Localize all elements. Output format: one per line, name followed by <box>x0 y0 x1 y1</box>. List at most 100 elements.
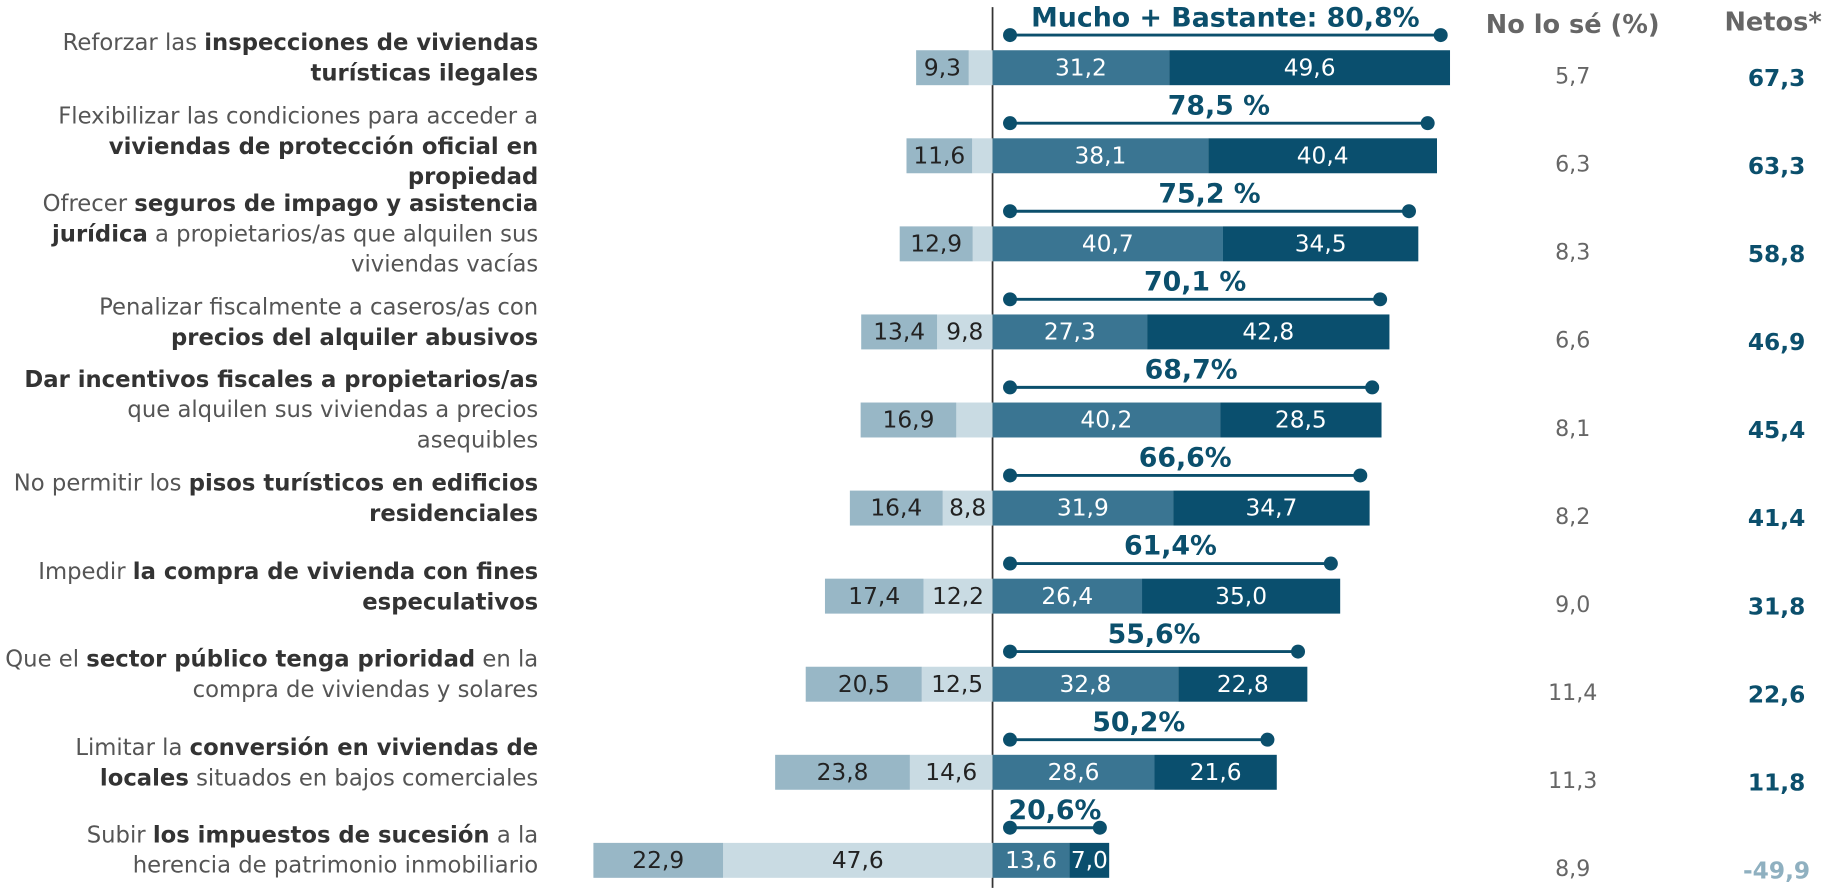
bar-label: 34,7 <box>1245 495 1297 522</box>
bar-segment <box>956 402 993 438</box>
row-label: Ofrecer seguros de impago y asistencia j… <box>0 182 539 287</box>
netos-value: 46,9 <box>1748 329 1805 356</box>
netos-value: 11,8 <box>1748 769 1805 796</box>
row-label-box: Reforzar las inspecciones de viviendas t… <box>63 29 539 87</box>
bar-label: 40,7 <box>1082 231 1134 258</box>
row-label-box: Impedir la compra de vivienda con fines … <box>38 557 539 615</box>
bar-segment <box>1069 842 1110 878</box>
column-header: Netos* <box>1724 7 1821 37</box>
row-label-box: Subir los impuestos de sucesión a la her… <box>87 822 538 879</box>
label-part: precios del alquiler abusivos <box>171 323 539 351</box>
bar-label: 21,6 <box>1190 759 1242 786</box>
no-lo-se-value: 8,1 <box>1555 416 1590 442</box>
no-lo-se-value: 8,2 <box>1555 504 1590 530</box>
total-label: 75,2 % <box>1158 178 1260 209</box>
total-label: 78,5 % <box>1168 90 1270 121</box>
no-lo-se-value: 11,3 <box>1548 768 1597 794</box>
bar-label: 23,8 <box>817 759 869 786</box>
bar-segment <box>723 842 993 878</box>
total-dot <box>1291 644 1306 659</box>
netos-value: 31,8 <box>1748 593 1805 620</box>
bar-segment <box>1208 138 1437 174</box>
label-part: viviendas de protección oficial en propi… <box>108 132 539 190</box>
bar-segment <box>921 666 993 702</box>
no-lo-se-value: 8,3 <box>1555 240 1590 266</box>
total-dot <box>1323 556 1338 571</box>
bar-label: 31,2 <box>1055 54 1107 81</box>
bar-label: 12,5 <box>931 671 983 698</box>
label-part: inspecciones de viviendas turísticas ile… <box>204 29 539 87</box>
total-dot <box>1353 468 1368 483</box>
bar-label: 13,6 <box>1005 847 1057 874</box>
netos-value: 63,3 <box>1748 153 1805 180</box>
row-label-box: Ofrecer seguros de impago y asistencia j… <box>0 182 539 287</box>
netos-value: -49,9 <box>1743 858 1810 885</box>
total-label: 66,6% <box>1139 443 1232 474</box>
no-lo-se-value: 9,0 <box>1555 592 1590 618</box>
column-header: No lo sé (%) <box>1486 10 1660 40</box>
label-part: la compra de vivienda con fines especula… <box>132 557 539 615</box>
total-dot <box>1420 116 1435 131</box>
bar-segment <box>992 402 1221 438</box>
label-part: No permitir los <box>13 469 189 497</box>
label-part: en la compra de viviendas y solares <box>192 645 539 703</box>
netos-value: 45,4 <box>1748 417 1805 444</box>
bar-segment <box>992 314 1148 350</box>
netos-value: 67,3 <box>1748 65 1805 92</box>
bar-segment <box>909 754 993 790</box>
row-label: No permitir los pisos turísticos en edif… <box>0 446 538 551</box>
bar-segment <box>1147 314 1390 350</box>
no-lo-se-value: 8,9 <box>1555 856 1590 882</box>
bar-label: 16,4 <box>870 495 922 522</box>
total-dot <box>1003 116 1018 131</box>
bar-label: 22,9 <box>632 847 684 874</box>
label-part: Ofrecer <box>42 190 135 218</box>
no-lo-se-value: 6,6 <box>1555 328 1590 354</box>
bar-segment <box>992 50 1170 86</box>
label-part: sector público tenga prioridad <box>86 645 476 673</box>
bar-label: 12,9 <box>910 231 962 258</box>
bar-segment <box>916 50 969 86</box>
bar-label: 20,5 <box>838 671 890 698</box>
total-dot <box>1003 556 1018 571</box>
bar-label: 27,3 <box>1044 319 1096 346</box>
total-dot <box>1365 380 1380 395</box>
total-dot <box>1003 644 1018 659</box>
bar-label: 12,2 <box>932 583 984 610</box>
bar-segment <box>972 226 993 262</box>
row-label: Flexibilizar las condiciones para accede… <box>0 94 538 199</box>
bar-segment <box>992 578 1143 614</box>
bar-label: 16,9 <box>883 407 935 434</box>
bar-segment <box>860 402 957 438</box>
total-label: Mucho + Bastante: 80,8% <box>1031 2 1419 33</box>
total-dot <box>1003 28 1018 43</box>
label-part: pisos turísticos en edificios residencia… <box>188 469 539 527</box>
bar-segment <box>861 314 938 350</box>
row-label: Penalizar fiscalmente a caseros/as con p… <box>0 270 538 375</box>
bar-segment <box>1178 666 1308 702</box>
bar-segment <box>849 490 943 526</box>
bar-segment <box>942 490 993 526</box>
total-dot <box>1373 292 1388 307</box>
bar-label: 49,6 <box>1284 54 1336 81</box>
bar-label: 40,4 <box>1297 142 1349 169</box>
total-label: 50,2% <box>1092 707 1185 738</box>
bar-segment <box>593 842 724 878</box>
row-label-box: Penalizar fiscalmente a caseros/as con p… <box>0 270 538 375</box>
total-label: 61,4% <box>1124 531 1217 562</box>
netos-value: 58,8 <box>1748 241 1805 268</box>
bar-label: 8,8 <box>949 495 986 522</box>
total-dot <box>1260 732 1275 747</box>
total-label: 20,6% <box>1008 795 1101 826</box>
bar-label: 22,8 <box>1217 671 1269 698</box>
label-part: a propietarios/as que alquilen sus vivie… <box>147 220 539 278</box>
bar-segment <box>972 138 993 174</box>
bar-segment <box>906 138 973 174</box>
label-part: Flexibilizar las condiciones para accede… <box>58 102 539 129</box>
bar-segment <box>992 842 1070 878</box>
bar-label: 26,4 <box>1041 583 1093 610</box>
total-label: 68,7% <box>1145 355 1238 386</box>
total-dot <box>1092 820 1107 835</box>
row-label-box: Flexibilizar las condiciones para accede… <box>0 94 538 199</box>
total-dot <box>1003 732 1018 747</box>
